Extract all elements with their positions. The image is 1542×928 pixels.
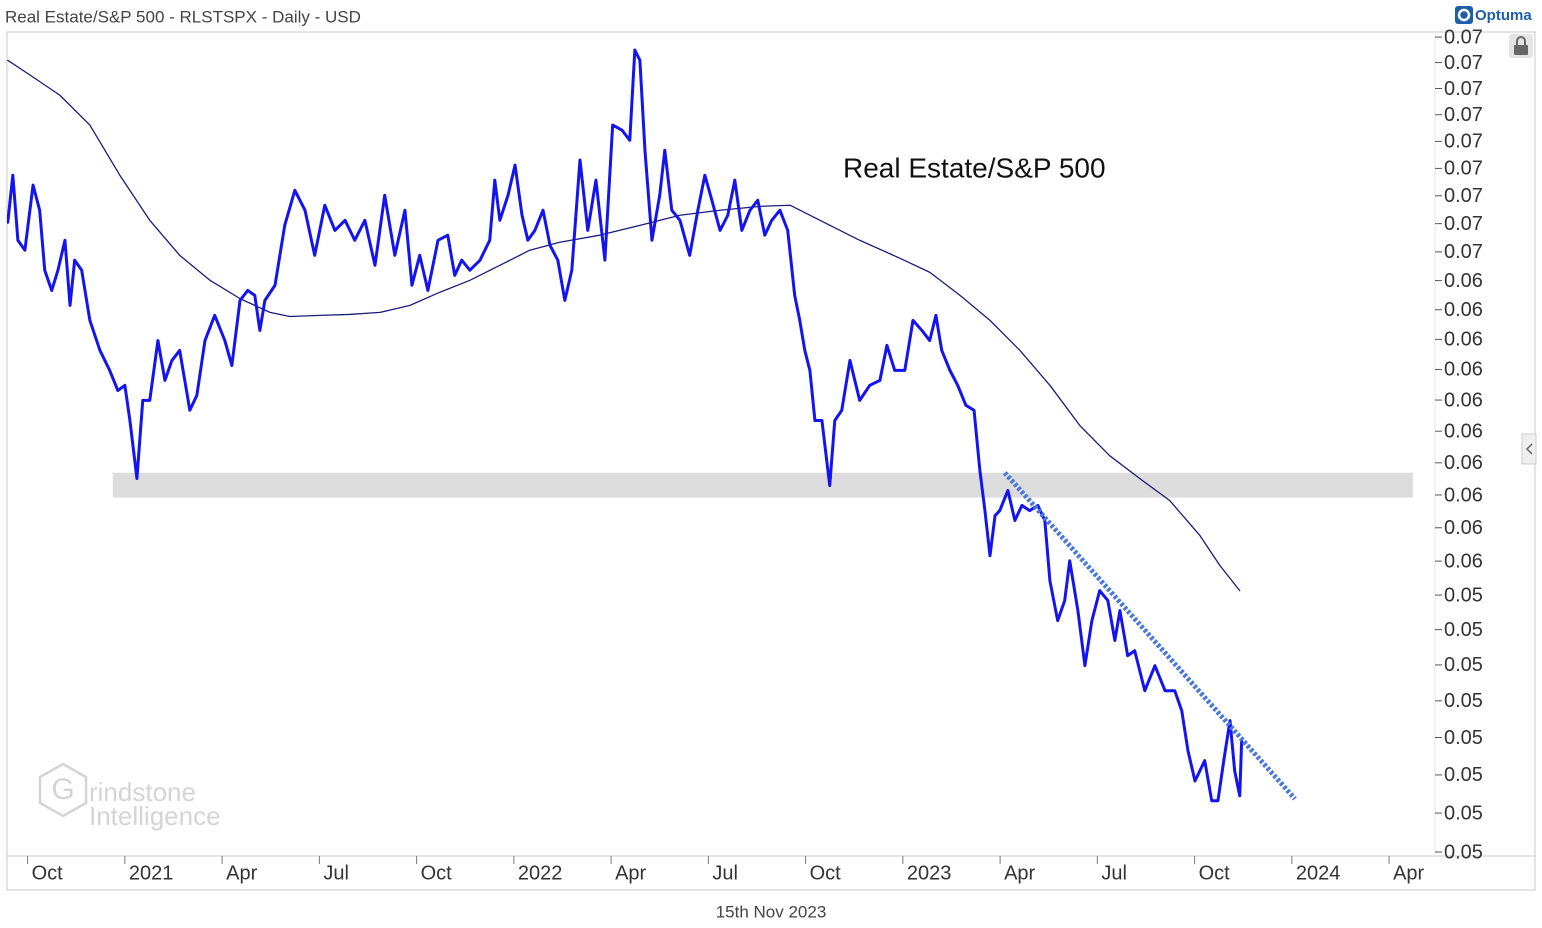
y-tick-label: 0.07 — [1444, 78, 1483, 100]
watermark-text: Intelligence — [89, 801, 221, 831]
y-tick-label: 0.06 — [1444, 270, 1483, 292]
y-tick-label: 0.05 — [1444, 584, 1483, 606]
y-tick-label: 0.05 — [1444, 654, 1483, 676]
y-tick-label: 0.06 — [1444, 299, 1483, 321]
y-tick-label: 0.06 — [1444, 484, 1483, 506]
y-tick-label: 0.06 — [1444, 420, 1483, 442]
plot-area — [7, 48, 1413, 803]
x-tick-label: Oct — [1199, 862, 1231, 884]
support-zone — [112, 472, 1413, 498]
watermark: G rindstone Intelligence — [38, 762, 221, 831]
date-label: 15th Nov 2023 — [716, 902, 827, 921]
x-tick-label: Oct — [421, 862, 453, 884]
chart-title: Real Estate/S&P 500 - RLSTSPX - Daily - … — [5, 7, 361, 26]
x-tick-label: Apr — [226, 862, 257, 884]
series-line — [7, 48, 1244, 803]
x-tick-label: Oct — [32, 862, 64, 884]
x-tick-label: Oct — [810, 862, 842, 884]
watermark-hexagon — [38, 762, 88, 818]
y-tick-label: 0.07 — [1444, 104, 1483, 126]
y-tick-label: 0.06 — [1444, 359, 1483, 381]
side-tab[interactable] — [1521, 433, 1537, 465]
trendline — [1002, 471, 1297, 801]
y-tick-label: 0.05 — [1444, 727, 1483, 749]
x-tick-label: 2022 — [518, 862, 563, 884]
y-tick-label: 0.06 — [1444, 329, 1483, 351]
x-tick-label: Apr — [1393, 862, 1424, 884]
brand-logo: Optuma — [1455, 6, 1532, 24]
lock-body — [1514, 45, 1528, 55]
annotation: Real Estate/S&P 500 — [843, 152, 1106, 183]
series-line — [7, 59, 1241, 592]
x-tick-label: Jul — [712, 862, 738, 884]
y-tick-label: 0.07 — [1444, 131, 1483, 153]
lock-shackle — [1516, 36, 1526, 45]
y-tick-label: 0.07 — [1444, 26, 1483, 48]
lock-button[interactable] — [1509, 34, 1533, 58]
y-tick-label: 0.07 — [1444, 213, 1483, 235]
y-tick-label: 0.05 — [1444, 690, 1483, 712]
y-tick-label: 0.05 — [1444, 619, 1483, 641]
y-tick-label: 0.07 — [1444, 52, 1483, 74]
y-tick-label: 0.07 — [1444, 241, 1483, 263]
y-tick-label: 0.06 — [1444, 550, 1483, 572]
y-tick-label: 0.07 — [1444, 185, 1483, 207]
brand-name: Optuma — [1475, 7, 1532, 24]
brand-icon-ring — [1457, 8, 1471, 22]
watermark-mark: G — [51, 773, 74, 806]
y-tick-label: 0.06 — [1444, 452, 1483, 474]
y-tick-label: 0.06 — [1444, 389, 1483, 411]
x-tick-label: Jul — [1101, 862, 1127, 884]
y-tick-label: 0.06 — [1444, 517, 1483, 539]
x-tick-label: Jul — [323, 862, 349, 884]
y-tick-label: 0.05 — [1444, 764, 1483, 786]
y-tick-label: 0.07 — [1444, 158, 1483, 180]
side-tab-bg[interactable] — [1521, 433, 1537, 465]
y-tick-label: 0.05 — [1444, 802, 1483, 824]
brand-icon — [1455, 6, 1473, 24]
side-tab-arrow — [1525, 443, 1533, 455]
x-tick-label: 2024 — [1296, 862, 1341, 884]
watermark-text: rindstone — [89, 777, 196, 807]
x-tick-label: 2023 — [907, 862, 952, 884]
x-tick-label: 2021 — [129, 862, 174, 884]
x-tick-label: Apr — [615, 862, 646, 884]
y-tick-label: 0.05 — [1444, 841, 1483, 863]
x-tick-label: Apr — [1004, 862, 1035, 884]
